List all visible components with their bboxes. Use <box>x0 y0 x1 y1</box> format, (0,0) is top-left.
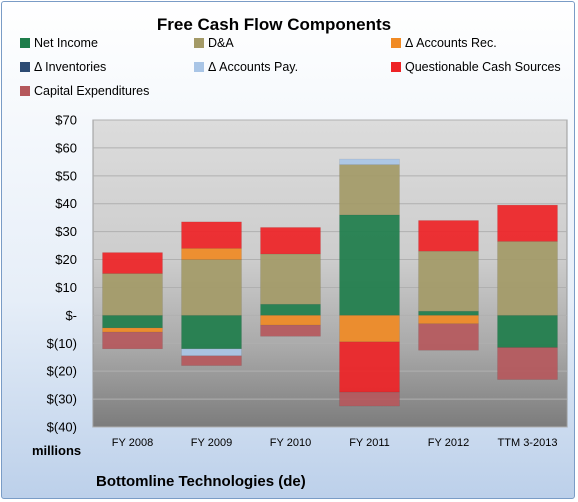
bar-capital-expenditures-fy-2009 <box>181 355 242 366</box>
legend-item-inventories: Δ Inventories <box>20 60 106 74</box>
x-tick-label: FY 2012 <box>428 437 469 449</box>
bar-questionable-cash-sources-fy-2011 <box>339 341 400 393</box>
y-tick-label: $40 <box>55 196 77 211</box>
bar-capital-expenditures-fy-2011 <box>339 391 400 407</box>
legend-swatch <box>20 86 30 96</box>
legend-swatch <box>391 38 401 48</box>
legend-item-net-income: Net Income <box>20 36 98 50</box>
x-axis: FY 2008 FY 2009 FY 2010 FY 2011 FY 2012 TTM 3… <box>112 437 558 449</box>
bar-accounts-pay-fy-2011 <box>339 158 400 165</box>
legend-label: Δ Accounts Pay. <box>208 60 298 74</box>
units-label: millions <box>32 443 81 458</box>
legend-swatch <box>194 38 204 48</box>
bar-accounts-rec-fy-2009 <box>181 248 242 260</box>
bar-questionable-cash-sources-fy-2012 <box>418 220 479 252</box>
legend-swatch <box>194 62 204 72</box>
y-axis: $70 $60 $50 $40 $30 $20 $10 $- $(10) $(20) $(30) $(… <box>47 113 77 435</box>
bar-d-a-fy-2011 <box>339 164 400 216</box>
legend-item-capital-expenditures: Capital Expenditures <box>20 84 149 98</box>
bar-capital-expenditures-fy-2010 <box>260 324 321 337</box>
x-tick-label: FY 2009 <box>191 437 232 449</box>
bar-questionable-cash-sources-ttm-3-2013 <box>497 204 558 242</box>
x-tick-label: FY 2008 <box>112 437 153 449</box>
legend-swatch <box>20 38 30 48</box>
legend-label: Δ Inventories <box>34 60 106 74</box>
company-name: Bottomline Technologies (de) <box>96 473 306 490</box>
y-tick-label: $(10) <box>47 336 77 351</box>
chart-title: Free Cash Flow Components <box>157 15 391 34</box>
bar-accounts-rec-fy-2010 <box>260 315 321 326</box>
bar-d-a-fy-2012 <box>418 250 479 312</box>
bar-d-a-fy-2010 <box>260 253 321 305</box>
legend: Net Income D&A Δ Accounts Rec. Δ Inventorie… <box>20 36 561 98</box>
x-tick-label: FY 2010 <box>270 437 311 449</box>
y-tick-label: $(40) <box>47 420 77 435</box>
bar-questionable-cash-sources-fy-2010 <box>260 227 321 255</box>
bar-d-a-fy-2009 <box>181 259 242 316</box>
y-tick-label: $60 <box>55 140 77 155</box>
legend-label: Net Income <box>34 36 98 50</box>
legend-item-d-a: D&A <box>194 36 234 50</box>
bar-net-income-fy-2012 <box>418 310 479 316</box>
gridlines <box>93 119 567 428</box>
bars <box>102 158 558 407</box>
y-tick-label: $- <box>65 308 77 323</box>
x-tick-label: TTM 3-2013 <box>498 437 558 449</box>
bar-net-income-fy-2011 <box>339 214 400 316</box>
legend-item-questionable-cash-sources: Questionable Cash Sources <box>391 60 561 74</box>
y-tick-label: $30 <box>55 224 77 239</box>
bar-net-income-ttm-3-2013 <box>497 315 558 348</box>
x-tick-label: FY 2011 <box>349 437 390 449</box>
legend-swatch <box>391 62 401 72</box>
bar-capital-expenditures-fy-2012 <box>418 323 479 351</box>
plot-area <box>92 119 568 428</box>
bar-d-a-fy-2008 <box>102 273 163 316</box>
y-tick-label: $(20) <box>47 364 77 379</box>
y-tick-label: $10 <box>55 280 77 295</box>
legend-item-accounts-rec: Δ Accounts Rec. <box>391 36 497 50</box>
bar-accounts-pay-fy-2009 <box>181 348 242 357</box>
bar-net-income-fy-2009 <box>181 315 242 350</box>
y-tick-label: $20 <box>55 252 77 267</box>
bar-net-income-fy-2008 <box>102 315 163 329</box>
legend-label: D&A <box>208 36 234 50</box>
y-tick-label: $70 <box>55 113 77 128</box>
bar-accounts-rec-fy-2011 <box>339 315 400 343</box>
legend-item-accounts-pay: Δ Accounts Pay. <box>194 60 298 74</box>
bar-net-income-fy-2010 <box>260 303 321 316</box>
bar-questionable-cash-sources-fy-2009 <box>181 221 242 249</box>
legend-label: Capital Expenditures <box>34 84 149 98</box>
bar-capital-expenditures-ttm-3-2013 <box>497 347 558 380</box>
bar-accounts-rec-fy-2012 <box>418 315 479 324</box>
bar-accounts-rec-fy-2008 <box>102 327 163 333</box>
bar-capital-expenditures-fy-2008 <box>102 331 163 350</box>
legend-label: Δ Accounts Rec. <box>405 36 497 50</box>
y-tick-label: $50 <box>55 168 77 183</box>
bar-d-a-ttm-3-2013 <box>497 241 558 316</box>
bar-questionable-cash-sources-fy-2008 <box>102 252 163 274</box>
legend-swatch <box>20 62 30 72</box>
legend-label: Questionable Cash Sources <box>405 60 561 74</box>
y-tick-label: $(30) <box>47 392 77 407</box>
